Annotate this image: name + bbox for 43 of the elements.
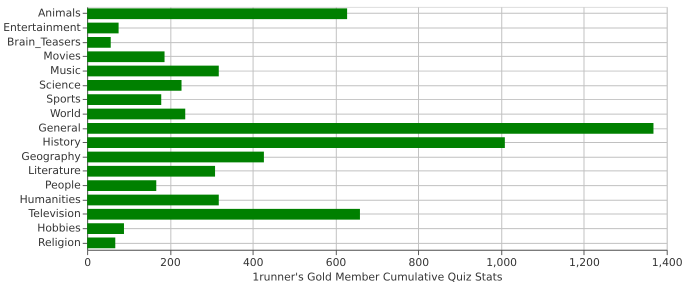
y-tick-label: Entertainment <box>3 20 81 34</box>
y-tick-label: Movies <box>43 50 82 63</box>
y-tick-label: Brain_Teasers <box>7 35 82 48</box>
bar <box>87 22 119 34</box>
bar <box>87 152 264 162</box>
y-tick-label: Humanities <box>20 192 82 206</box>
y-tick-label: General <box>38 121 81 134</box>
bar <box>87 8 348 20</box>
bar <box>87 66 219 76</box>
y-tick-label: Television <box>27 207 81 220</box>
y-tick-label: Religion <box>38 236 81 249</box>
y-tick-label: History <box>42 136 82 149</box>
x-axis-title: 1runner's Gold Member Cumulative Quiz Stats <box>252 270 503 284</box>
y-tick-label: Sports <box>46 92 82 106</box>
y-tick-label: Literature <box>28 164 82 178</box>
x-tick-label: 1,400 <box>652 256 683 269</box>
bar <box>87 166 216 177</box>
bar <box>87 238 116 248</box>
y-tick-label: Animals <box>38 6 82 20</box>
y-tick-label: Music <box>50 64 81 77</box>
bar <box>87 137 505 148</box>
bar <box>87 37 111 48</box>
y-tick-label: People <box>45 178 82 192</box>
bar <box>87 194 219 206</box>
x-tick-label: 200 <box>160 256 181 269</box>
x-tick-label: 800 <box>408 256 430 269</box>
y-tick-label: World <box>50 106 81 120</box>
bar <box>87 51 165 62</box>
y-tick-label: Geography <box>21 150 82 163</box>
x-tick-label: 600 <box>326 256 346 269</box>
x-tick-label: 1,200 <box>569 256 600 269</box>
bar <box>87 122 654 134</box>
bar <box>87 108 186 120</box>
bar <box>87 80 182 91</box>
y-tick-label: Hobbies <box>37 222 82 235</box>
y-tick-label: Science <box>39 78 82 92</box>
bar <box>87 208 360 220</box>
x-tick-label: 400 <box>242 256 264 269</box>
bar <box>87 180 156 191</box>
bar <box>87 223 124 234</box>
bar <box>87 94 162 106</box>
x-tick-label: 0 <box>84 256 92 269</box>
x-tick-label: 1,000 <box>486 256 518 269</box>
